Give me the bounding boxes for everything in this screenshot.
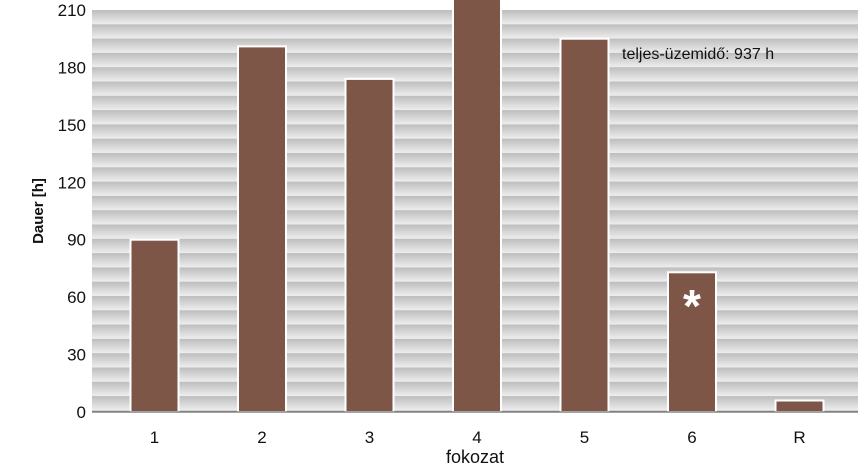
- y-axis-title: Dauer [h]: [30, 178, 47, 244]
- x-tick-label-2: 2: [257, 428, 266, 447]
- x-axis-title: fokozat: [446, 447, 504, 467]
- total-runtime-annotation: teljes-üzemidő: 937 h: [622, 46, 774, 63]
- x-tick-label-5: 5: [580, 428, 589, 447]
- y-tick-label-210: 210: [58, 1, 86, 20]
- y-tick-label-150: 150: [58, 116, 86, 135]
- x-tick-labels: 1 2 3 4 5 6 R: [150, 428, 806, 447]
- x-tick-label-R: R: [793, 428, 805, 447]
- x-tick-label-1: 1: [150, 428, 159, 447]
- bar-6: [667, 271, 717, 413]
- bar-1: [129, 238, 180, 413]
- bar-4: [452, 0, 502, 413]
- y-tick-label-60: 60: [67, 288, 86, 307]
- bar-3: [344, 77, 395, 414]
- y-tick-label-120: 120: [58, 173, 86, 192]
- x-tick-label-6: 6: [687, 428, 696, 447]
- bar-R: [774, 399, 825, 413]
- y-tick-label-0: 0: [77, 403, 86, 422]
- x-tick-label-3: 3: [365, 428, 374, 447]
- bar-6-asterisk-marker: *: [683, 280, 701, 332]
- x-tick-label-4: 4: [472, 428, 481, 447]
- y-tick-label-180: 180: [58, 58, 86, 77]
- y-tick-label-90: 90: [67, 231, 86, 250]
- bars-group: [129, 0, 825, 414]
- y-tick-labels: 0 30 60 90 120 150 180 210: [58, 1, 86, 422]
- y-tick-label-30: 30: [67, 346, 86, 365]
- bar-2: [237, 45, 287, 414]
- bar-5: [559, 37, 610, 413]
